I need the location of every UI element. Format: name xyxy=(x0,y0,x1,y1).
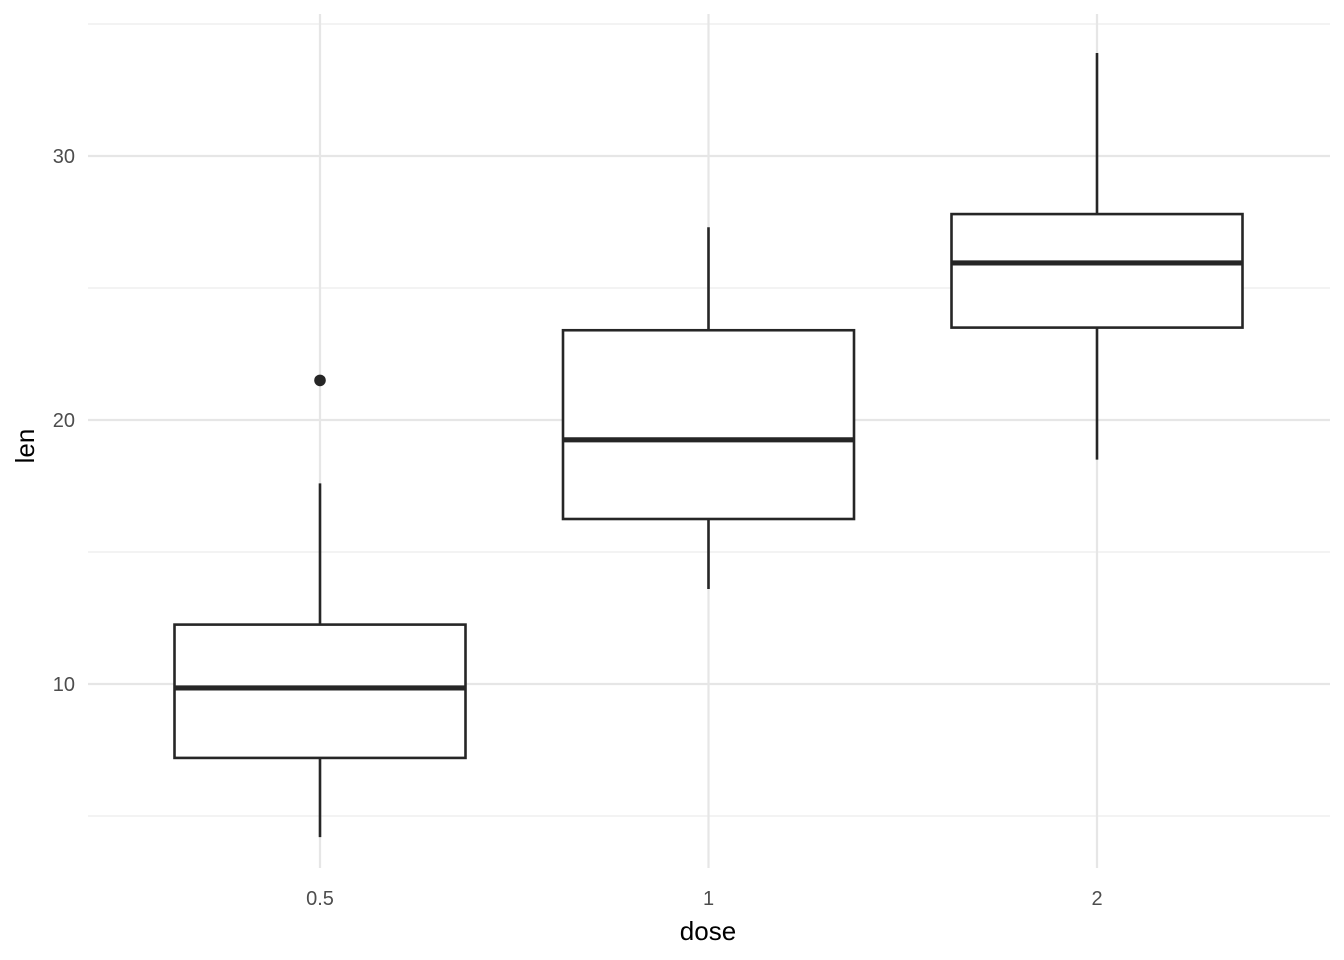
x-tick-label: 1 xyxy=(703,888,714,910)
box-iqr xyxy=(173,623,467,760)
box-iqr xyxy=(950,212,1244,329)
tick-labels: 0.5 1 2 10 20 30 xyxy=(53,146,1103,910)
x-axis-title: dose xyxy=(680,916,736,946)
x-tick-label: 2 xyxy=(1091,888,1102,910)
box-0.5 xyxy=(173,374,467,838)
y-axis-title: len xyxy=(10,429,40,464)
y-tick-label: 10 xyxy=(53,674,75,696)
box-iqr xyxy=(561,328,856,521)
y-tick-label: 20 xyxy=(53,410,75,432)
x-tick-label: 0.5 xyxy=(306,888,334,910)
box-series xyxy=(173,53,1244,838)
box-1 xyxy=(561,227,856,589)
y-tick-label: 30 xyxy=(53,146,75,168)
box-2 xyxy=(950,53,1244,460)
outlier-point xyxy=(314,374,326,387)
